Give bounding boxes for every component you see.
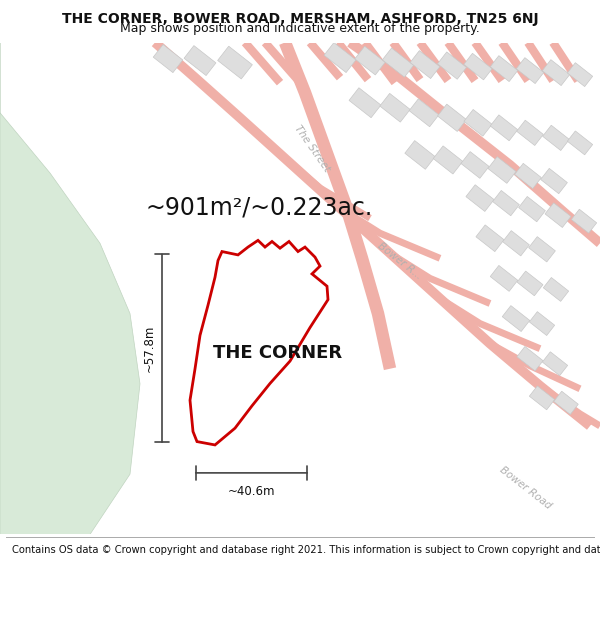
Text: THE CORNER: THE CORNER	[214, 344, 343, 362]
Polygon shape	[542, 59, 570, 86]
Polygon shape	[464, 109, 492, 136]
Polygon shape	[529, 386, 554, 410]
Text: The Street: The Street	[292, 124, 332, 174]
Polygon shape	[437, 104, 466, 131]
Text: ~901m²/~0.223ac.: ~901m²/~0.223ac.	[145, 196, 372, 220]
Polygon shape	[410, 51, 440, 79]
Polygon shape	[554, 391, 578, 414]
Polygon shape	[190, 241, 328, 445]
Text: THE CORNER, BOWER ROAD, MERSHAM, ASHFORD, TN25 6NJ: THE CORNER, BOWER ROAD, MERSHAM, ASHFORD…	[62, 12, 538, 26]
Polygon shape	[542, 352, 568, 376]
Polygon shape	[382, 48, 413, 77]
Polygon shape	[405, 141, 435, 169]
Text: Map shows position and indicative extent of the property.: Map shows position and indicative extent…	[120, 22, 480, 35]
Polygon shape	[545, 203, 571, 228]
Polygon shape	[517, 346, 543, 371]
Polygon shape	[380, 93, 410, 122]
Polygon shape	[437, 52, 466, 79]
Polygon shape	[153, 44, 183, 72]
Polygon shape	[517, 120, 544, 146]
Text: Bower Road: Bower Road	[497, 464, 553, 511]
Polygon shape	[515, 163, 541, 189]
Polygon shape	[529, 237, 556, 262]
Polygon shape	[529, 312, 554, 336]
Polygon shape	[218, 46, 253, 79]
Polygon shape	[324, 42, 356, 72]
Polygon shape	[433, 146, 463, 174]
Polygon shape	[490, 266, 518, 291]
Polygon shape	[461, 152, 489, 178]
Polygon shape	[349, 88, 381, 118]
Polygon shape	[502, 306, 530, 331]
Text: Bower R...: Bower R...	[376, 240, 424, 281]
Polygon shape	[544, 278, 569, 301]
Polygon shape	[516, 58, 544, 84]
Text: ~57.8m: ~57.8m	[143, 324, 156, 372]
Polygon shape	[517, 271, 543, 296]
Polygon shape	[518, 196, 545, 222]
Polygon shape	[0, 42, 140, 534]
Text: Contains OS data © Crown copyright and database right 2021. This information is : Contains OS data © Crown copyright and d…	[12, 545, 600, 555]
Polygon shape	[493, 191, 520, 216]
Polygon shape	[184, 46, 216, 76]
Polygon shape	[503, 231, 529, 256]
Polygon shape	[488, 157, 516, 183]
Polygon shape	[466, 185, 494, 211]
Polygon shape	[541, 168, 568, 194]
Polygon shape	[490, 115, 518, 141]
Polygon shape	[355, 46, 385, 75]
Polygon shape	[568, 131, 593, 155]
Polygon shape	[490, 56, 518, 81]
Polygon shape	[542, 125, 569, 151]
Polygon shape	[571, 209, 596, 233]
Polygon shape	[464, 53, 492, 80]
Text: ~40.6m: ~40.6m	[228, 485, 275, 498]
Polygon shape	[476, 225, 504, 252]
Polygon shape	[568, 62, 593, 86]
Polygon shape	[409, 99, 439, 127]
